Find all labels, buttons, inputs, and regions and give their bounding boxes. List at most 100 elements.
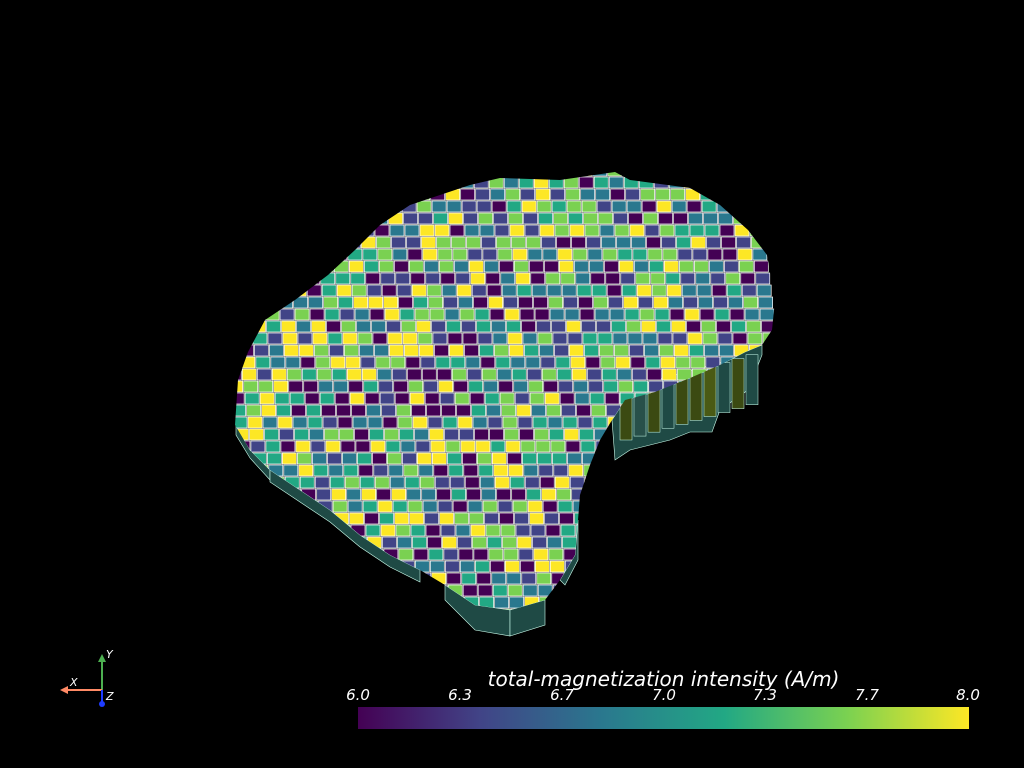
mesh-cell (264, 428, 279, 441)
mesh-cell (769, 512, 775, 525)
mesh-cell (742, 536, 757, 549)
mesh-cell (203, 165, 217, 176)
mesh-cell (628, 464, 644, 477)
mesh-cell (337, 416, 353, 429)
mesh-cell (573, 621, 587, 632)
mesh-cell (487, 416, 503, 429)
mesh-cell (321, 284, 337, 297)
mesh-cell (591, 284, 607, 297)
colorbar-tick: 7.3 (753, 686, 777, 704)
mesh-cell (570, 608, 586, 610)
mesh-cell (603, 380, 619, 393)
mesh-cell (239, 224, 255, 237)
y-axis-label: Y (106, 648, 113, 661)
mesh-cell (514, 633, 528, 644)
mesh-cell (447, 452, 462, 465)
mesh-cell (642, 452, 657, 465)
mesh-cell (378, 260, 394, 273)
mesh-cell (647, 248, 663, 261)
mesh-cell (195, 225, 209, 236)
mesh-cell (464, 344, 479, 357)
mesh-cell (766, 368, 775, 381)
mesh-cell (343, 212, 358, 225)
mesh-cell (361, 236, 376, 249)
mesh-cell (565, 188, 581, 201)
mesh-cell (455, 272, 471, 285)
mesh-cell (594, 428, 609, 441)
mesh-cell (633, 260, 649, 273)
mesh-cell (312, 452, 327, 465)
mesh-cell (254, 476, 270, 489)
mesh-cell (787, 537, 801, 548)
mesh-cell (269, 224, 285, 237)
mesh-cell (657, 452, 672, 465)
mesh-cell (558, 621, 572, 632)
mesh-cell (719, 224, 735, 237)
mesh-cell (632, 248, 648, 261)
mesh-cell (442, 416, 458, 429)
mesh-cell (429, 560, 445, 573)
mesh-cell (449, 476, 465, 489)
mesh-cell (369, 560, 385, 573)
mesh-cell (742, 172, 758, 177)
mesh-cell (374, 476, 390, 489)
mesh-cell (664, 512, 679, 525)
mesh-cell (542, 248, 558, 261)
mesh-cell (537, 452, 552, 465)
mesh-cell (262, 536, 277, 549)
mesh-cell (215, 393, 229, 404)
mesh-cell (326, 320, 341, 333)
mesh-cell (766, 488, 775, 501)
mesh-cell (755, 524, 771, 537)
mesh-cell (341, 200, 357, 213)
mesh-cell (638, 296, 653, 309)
mesh-cell (315, 608, 331, 610)
mesh-cell (346, 236, 361, 249)
mesh-cell (616, 368, 632, 381)
mesh-cell (486, 284, 502, 297)
mesh-cell (330, 608, 346, 610)
mesh-cell (257, 248, 273, 261)
mesh-cell (553, 464, 569, 477)
mesh-cell (533, 176, 549, 189)
mesh-cell (436, 236, 451, 249)
mesh-cell (594, 308, 610, 321)
mesh-cell (611, 200, 627, 213)
mesh-cell (621, 284, 637, 297)
mesh-cell (212, 369, 226, 380)
mesh-cell (730, 440, 746, 453)
mesh-cell (656, 572, 672, 585)
mesh-cell (597, 332, 613, 345)
mesh-cell (539, 224, 555, 237)
mesh-cell (590, 524, 606, 537)
mesh-cell (728, 548, 744, 561)
mesh-cell (474, 428, 489, 441)
mesh-cell (602, 248, 618, 261)
mesh-cell (552, 332, 568, 345)
mesh-cell (647, 500, 663, 513)
mesh-cell (798, 621, 812, 632)
mesh-cell (379, 633, 393, 644)
mesh-cell (320, 524, 336, 537)
mesh-cell (677, 500, 693, 513)
mesh-cell (536, 200, 552, 213)
mesh-cell (374, 596, 389, 609)
mesh-cell (293, 548, 309, 561)
mesh-cell (276, 404, 291, 417)
mesh-cell (581, 320, 596, 333)
mesh-cell (557, 248, 573, 261)
mesh-cell (319, 392, 335, 405)
mesh-cell (320, 272, 336, 285)
mesh-cell (393, 380, 409, 393)
mesh-cell (313, 464, 329, 477)
mesh-cell (617, 248, 633, 261)
mesh-cell (297, 452, 312, 465)
orientation-axes-widget[interactable]: Y X Z (54, 648, 124, 712)
mesh-cell (582, 332, 598, 345)
mesh-cell (585, 356, 601, 369)
mesh-cell (620, 272, 636, 285)
mesh-cell (463, 212, 478, 225)
mesh-cell (686, 320, 701, 333)
mesh-cell (243, 621, 257, 632)
